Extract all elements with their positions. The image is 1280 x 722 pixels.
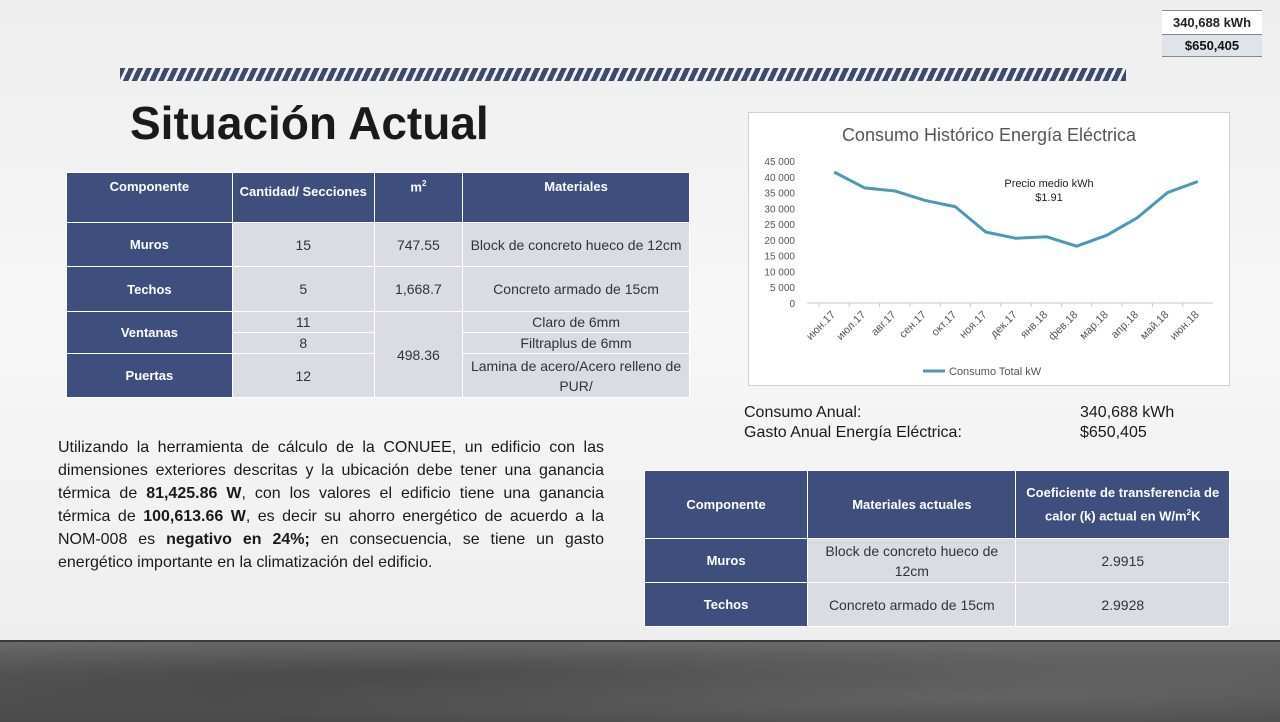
- annual-consumption-label: Consumo Anual:: [744, 404, 862, 421]
- cell-m2: 498.36: [373, 311, 464, 398]
- table-row: Techos Concreto armado de 15cm 2.9928: [643, 582, 1230, 627]
- page-title: Situación Actual: [130, 97, 489, 149]
- cell-qty: 5: [231, 266, 375, 312]
- chart-title: Consumo Histórico Energía Eléctrica: [841, 125, 1137, 145]
- table-row: Puertas 12 Lamina de acero/Acero relleno…: [66, 353, 690, 398]
- x-tick-label: янв.18: [1018, 309, 1050, 341]
- table-row: 8 Filtraplus de 6mm: [67, 332, 690, 354]
- x-tick-label: июн.18: [1168, 309, 1202, 343]
- y-tick-label: 20 000: [764, 236, 795, 247]
- cell-material: Lamina de acero/Acero relleno de PUR/: [462, 353, 690, 398]
- cell-k: 2.9915: [1015, 538, 1230, 583]
- annual-cost-label: Gasto Anual Energía Eléctrica:: [744, 424, 962, 441]
- col-header-materiales-actuales: Materiales actuales: [807, 470, 1017, 539]
- cell-material: Block de concreto hueco de 12cm: [462, 222, 690, 267]
- y-tick-label: 0: [789, 299, 795, 310]
- summary-cost: $650,405: [1162, 34, 1262, 57]
- chart-svg: 0 5 000 10 000 15 000 20 000 25 000 30 000 35 0…: [764, 157, 1213, 378]
- coefficients-table: Componente Materiales actuales Coeficien…: [643, 470, 1230, 627]
- description-paragraph: Utilizando la herramienta de cálculo de …: [58, 439, 605, 571]
- y-tick-label: 15 000: [764, 252, 795, 263]
- col-header-componente: Componente: [643, 470, 809, 539]
- x-tick-label: окт.17: [929, 309, 959, 339]
- cell-qty: 12: [231, 353, 375, 398]
- x-tick-label: фев.18: [1046, 309, 1080, 343]
- decorative-stripe: [120, 68, 1126, 81]
- cell-qty: 15: [231, 222, 375, 267]
- x-tick-label: апр.18: [1109, 309, 1141, 341]
- summary-kwh: 340,688 kWh: [1162, 10, 1262, 35]
- annotation-label: Precio medio kWh: [1004, 178, 1093, 190]
- row-header-ventanas: Ventanas: [66, 311, 233, 354]
- summary-box: 340,688 kWh $650,405: [1162, 10, 1262, 57]
- x-tick-label: сен.17: [897, 309, 929, 341]
- y-tick-label: 35 000: [764, 189, 795, 200]
- cell-material: Filtraplus de 6mm: [462, 332, 690, 354]
- cell-qty: 8: [231, 332, 375, 354]
- x-tick-label: июл.17: [834, 309, 868, 343]
- cell-m2: 1,668.7: [373, 266, 464, 312]
- cell-material: Block de concreto hueco de 12cm: [807, 538, 1017, 583]
- floor-background: [0, 640, 1280, 722]
- y-tick-label: 25 000: [764, 220, 795, 231]
- y-tick-label: 30 000: [764, 204, 795, 215]
- x-tick-label: май.18: [1138, 309, 1171, 342]
- cell-k: 2.9928: [1015, 582, 1230, 627]
- annual-cost-value: $650,405: [1080, 424, 1147, 441]
- x-tick-label: дек.17: [988, 309, 1020, 341]
- series-line-consumo: [833, 170, 1199, 248]
- y-tick-label: 10 000: [764, 267, 795, 278]
- cell-material: Concreto armado de 15cm: [462, 266, 690, 312]
- annual-consumption-value: 340,688 kWh: [1080, 404, 1175, 421]
- row-header-techos: Techos: [643, 582, 809, 627]
- table-row: Ventanas 11 498.36 Claro de 6mm: [66, 311, 690, 398]
- col-header-materiales: Materiales: [462, 172, 690, 223]
- consumption-chart: Consumo Histórico Energía Eléctrica 0 5 0…: [748, 112, 1230, 386]
- cell-qty: 11: [231, 311, 375, 333]
- x-tick-label: июн.17: [804, 309, 838, 343]
- cell-material: Claro de 6mm: [462, 311, 690, 333]
- cell-material: Concreto armado de 15cm: [807, 582, 1017, 627]
- x-tick-label: авг.17: [869, 309, 899, 339]
- components-table: Componente Cantidad/ Secciones m2 Materi…: [66, 172, 690, 398]
- table-row: Techos 5 1,668.7 Concreto armado de 15cm: [66, 266, 690, 312]
- y-tick-label: 40 000: [764, 173, 795, 184]
- legend-label: Consumo Total kW: [949, 366, 1042, 378]
- y-tick-label: 5 000: [770, 283, 795, 294]
- table-row: Muros Block de concreto hueco de 12cm 2.…: [643, 538, 1230, 583]
- table-row: Muros 15 747.55 Block de concreto hueco …: [66, 222, 690, 267]
- y-tick-label: 45 000: [764, 157, 795, 168]
- row-header-muros: Muros: [66, 222, 233, 267]
- row-header-techos: Techos: [66, 266, 233, 312]
- col-header-componente: Componente: [66, 172, 233, 223]
- row-header-puertas: Puertas: [66, 353, 233, 398]
- row-header-muros: Muros: [643, 538, 809, 583]
- col-header-coeficiente: Coeficiente de transferencia de calor (k…: [1015, 470, 1230, 539]
- x-tick-label: ноя.17: [957, 309, 989, 341]
- annotation-value: $1.91: [1035, 192, 1063, 204]
- cell-m2: 747.55: [373, 222, 464, 267]
- x-tick-label: мар.18: [1078, 309, 1111, 342]
- col-header-cantidad: Cantidad/ Secciones: [231, 172, 375, 223]
- col-header-m2: m2: [373, 172, 464, 223]
